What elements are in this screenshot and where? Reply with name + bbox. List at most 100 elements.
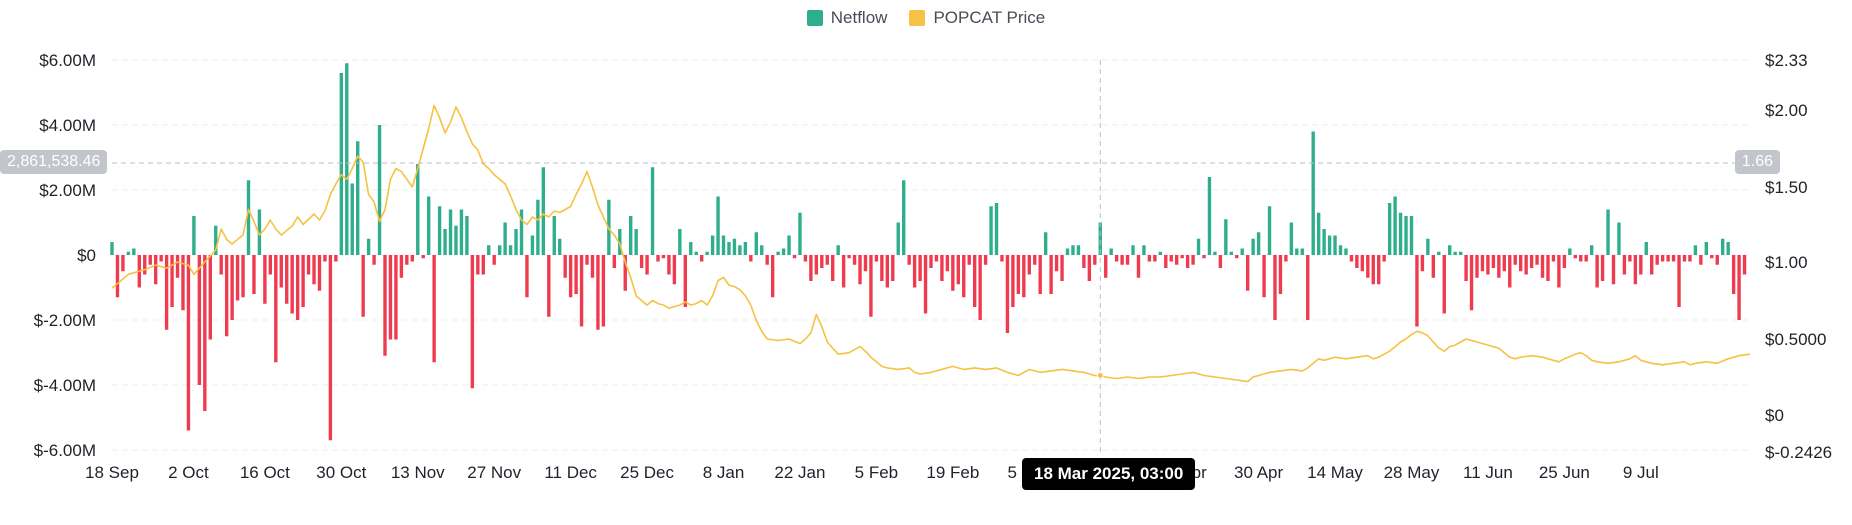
netflow-bar xyxy=(1469,255,1474,311)
netflow-bar xyxy=(1043,232,1048,255)
netflow-bar xyxy=(1147,255,1152,262)
netflow-bar xyxy=(1104,255,1108,278)
netflow-bar xyxy=(1458,251,1463,255)
x-tick-label: 30 Oct xyxy=(316,463,366,482)
netflow-bar xyxy=(721,235,726,255)
legend-item-price[interactable]: POPCAT Price xyxy=(909,8,1045,28)
netflow-bar xyxy=(1224,219,1228,255)
netflow-bar xyxy=(1644,242,1648,255)
netflow-bar xyxy=(1366,255,1370,278)
netflow-bar xyxy=(710,235,715,255)
netflow-bar xyxy=(1437,251,1441,255)
netflow-bar xyxy=(1016,255,1021,294)
netflow-bar xyxy=(1502,255,1506,272)
netflow-bar xyxy=(1584,255,1588,262)
x-axis: 18 Sep 2 Oct 16 Oct 30 Oct 13 Nov 27 Nov 11 De… xyxy=(85,463,1659,482)
netflow-bar xyxy=(1175,255,1179,265)
netflow-bar xyxy=(951,255,955,291)
netflow-bar xyxy=(405,255,409,265)
netflow-bar xyxy=(874,255,879,262)
legend-item-netflow[interactable]: Netflow xyxy=(806,8,887,28)
netflow-bar xyxy=(863,255,868,272)
netflow-bar xyxy=(503,222,507,255)
netflow-bar xyxy=(1475,255,1479,278)
netflow-bar xyxy=(214,225,218,255)
netflow-bar xyxy=(263,255,267,304)
netflow-bar xyxy=(1557,255,1561,288)
netflow-bar xyxy=(1377,255,1381,285)
y-right-tick-label: $2.33 xyxy=(1765,51,1808,70)
netflow-bar xyxy=(235,255,240,301)
netflow-bar xyxy=(1164,255,1168,268)
netflow-bar xyxy=(596,255,600,330)
netflow-bar xyxy=(1721,238,1725,255)
netflow-bar xyxy=(306,255,311,275)
netflow-bar xyxy=(912,255,917,288)
crosshair xyxy=(112,60,1750,455)
netflow-bar xyxy=(1235,255,1239,259)
price-swatch xyxy=(909,10,926,26)
netflow-bar xyxy=(661,255,666,259)
netflow-bar xyxy=(1049,255,1053,294)
netflow-bar xyxy=(983,255,988,265)
y-left-tick-label: $-2.00M xyxy=(34,311,96,330)
netflow-bar xyxy=(781,248,786,255)
netflow-bar xyxy=(956,255,960,285)
netflow-bar xyxy=(230,255,234,320)
netflow-bar xyxy=(1639,255,1643,275)
netflow-bar xyxy=(443,229,447,255)
netflow-bar xyxy=(1278,255,1283,294)
price-line-path xyxy=(111,104,1751,383)
netflow-bar xyxy=(1202,255,1206,259)
netflow-bar xyxy=(1606,209,1610,255)
netflow-bar xyxy=(1093,255,1097,265)
netflow-bar xyxy=(132,248,136,255)
netflow-bar xyxy=(1300,248,1304,255)
right-axis: $2.33 $2.00 $1.50 $1.00 $0.5000 $0 $-0.2426 xyxy=(1765,51,1832,462)
x-tick-label: 18 Sep xyxy=(85,463,139,482)
netflow-bar xyxy=(356,141,360,255)
netflow-bar xyxy=(1213,251,1217,255)
netflow-bar xyxy=(1568,248,1572,255)
netflow-bar xyxy=(465,216,469,255)
netflow-bar xyxy=(1142,245,1146,255)
netflow-bar xyxy=(268,255,273,275)
netflow-bar xyxy=(1065,248,1070,255)
netflow-swatch xyxy=(806,10,823,26)
netflow-bar xyxy=(323,255,327,262)
netflow-bar xyxy=(623,255,627,291)
netflow-bar xyxy=(121,255,125,272)
netflow-bar xyxy=(153,255,158,285)
netflow-bar xyxy=(170,255,174,307)
netflow-bar xyxy=(1518,255,1523,272)
netflow-bar xyxy=(1218,255,1223,268)
netflow-bar xyxy=(1114,255,1119,262)
netflow-bar xyxy=(1622,255,1627,275)
netflow-bar xyxy=(295,255,300,320)
netflow-bar xyxy=(1109,248,1113,255)
netflow-bar xyxy=(1311,131,1315,255)
netflow-bar xyxy=(448,209,453,255)
netflow-bar xyxy=(1633,255,1638,285)
netflow-bar xyxy=(1251,238,1255,255)
netflow-bar xyxy=(1431,255,1436,278)
netflow-bar xyxy=(361,255,365,317)
y-left-tick-label: $2.00M xyxy=(39,181,96,200)
netflow-bar xyxy=(967,255,971,265)
netflow-bar xyxy=(765,255,769,265)
netflow-bar xyxy=(798,212,802,255)
netflow-bar xyxy=(1660,255,1665,262)
netflow-bar xyxy=(1442,255,1446,314)
netflow-bar xyxy=(1229,251,1233,255)
netflow-bar xyxy=(1529,255,1534,268)
netflow-bar xyxy=(809,255,813,281)
netflow-bar xyxy=(699,255,704,262)
netflow-bar xyxy=(787,235,791,255)
netflow-bar xyxy=(285,255,289,304)
netflow-bar xyxy=(110,242,114,255)
netflow-bar xyxy=(1054,255,1059,272)
netflow-bar xyxy=(1306,255,1310,320)
netflow-bar xyxy=(1005,255,1010,333)
netflow-bar xyxy=(186,255,191,431)
